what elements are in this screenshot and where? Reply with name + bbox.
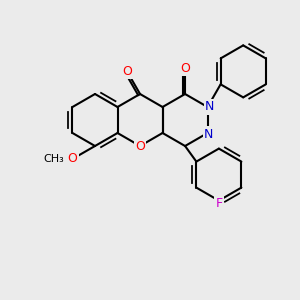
Text: O: O bbox=[135, 140, 145, 152]
Text: O: O bbox=[122, 65, 132, 78]
Text: F: F bbox=[215, 197, 222, 210]
Text: O: O bbox=[180, 61, 190, 74]
Text: O: O bbox=[68, 152, 77, 166]
Text: N: N bbox=[205, 100, 214, 113]
Text: N: N bbox=[204, 128, 213, 140]
Text: CH₃: CH₃ bbox=[44, 154, 64, 164]
